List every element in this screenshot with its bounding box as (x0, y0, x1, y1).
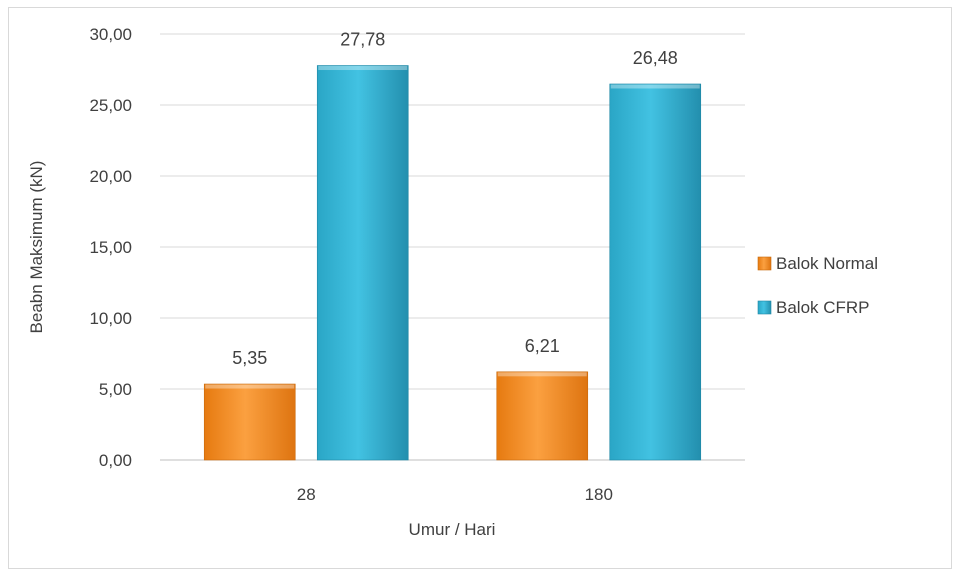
data-label: 27,78 (340, 30, 385, 50)
bar-balok-normal-28 (203, 383, 296, 461)
bar-bevel (318, 66, 408, 71)
y-tick-label: 10,00 (89, 309, 132, 328)
legend-label: Balok CFRP (776, 298, 870, 317)
data-labels: 5,35 27,78 6,21 26,48 (232, 30, 678, 369)
legend: Balok Normal Balok CFRP (757, 254, 878, 317)
x-tick-label: 28 (297, 485, 316, 504)
x-axis-title: Umur / Hari (409, 520, 496, 539)
y-tick-label: 0,00 (99, 451, 132, 470)
bars (203, 65, 702, 461)
bar-balok-cfrp-180 (609, 83, 702, 461)
y-tick-label: 30,00 (89, 25, 132, 44)
x-tick-label: 180 (585, 485, 613, 504)
x-axis-ticks: 28 180 (297, 485, 613, 504)
bar-balok-normal-180 (496, 371, 589, 461)
y-axis-title: Beabn Maksimum (kN) (27, 161, 46, 334)
legend-swatch (757, 256, 772, 271)
y-axis-ticks: 0,00 5,00 10,00 15,00 20,00 25,00 30,00 (89, 25, 132, 470)
legend-label: Balok Normal (776, 254, 878, 273)
legend-swatch (757, 300, 772, 315)
y-tick-label: 25,00 (89, 96, 132, 115)
data-label: 6,21 (525, 336, 560, 356)
bar-balok-cfrp-28 (316, 65, 409, 461)
data-label: 26,48 (633, 48, 678, 68)
y-tick-label: 15,00 (89, 238, 132, 257)
y-tick-label: 5,00 (99, 380, 132, 399)
bar-bevel (205, 384, 295, 389)
data-label: 5,35 (232, 348, 267, 368)
chart-frame (8, 7, 952, 569)
bar-bevel (497, 372, 587, 377)
y-tick-label: 20,00 (89, 167, 132, 186)
bar-bevel (610, 84, 700, 89)
